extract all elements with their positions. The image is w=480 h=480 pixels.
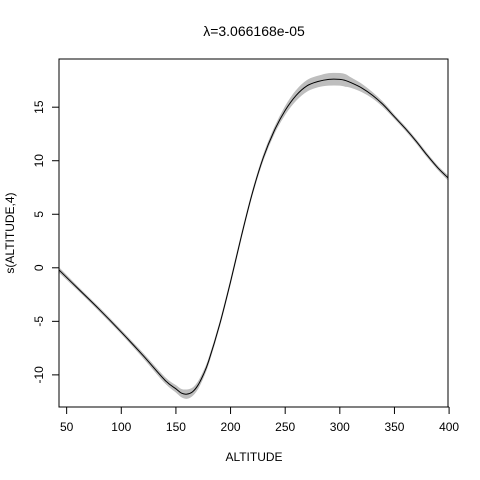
x-tick-label: 250 xyxy=(275,420,295,434)
x-tick-label: 100 xyxy=(111,420,131,434)
y-tick-label: 0 xyxy=(32,264,46,271)
x-tick-label: 150 xyxy=(166,420,186,434)
y-tick-label: -5 xyxy=(32,316,46,327)
fitted-line-layer xyxy=(58,78,449,395)
y-tick-label: -10 xyxy=(32,366,46,384)
y-tick-label: 10 xyxy=(32,154,46,168)
chart-title: λ=3.066168e-05 xyxy=(203,23,305,39)
fitted-line-0 xyxy=(58,78,449,395)
confidence-band-0 xyxy=(58,72,449,399)
x-tick-label: 350 xyxy=(384,420,404,434)
y-axis-label: s(ALTITUDE,4) xyxy=(3,192,17,273)
y-tick-label: 5 xyxy=(32,211,46,218)
confidence-band-layer xyxy=(58,72,449,399)
x-tick-label: 200 xyxy=(221,420,241,434)
x-tick-label: 300 xyxy=(330,420,350,434)
y-tick-label: 15 xyxy=(32,100,46,114)
x-axis-label: ALTITUDE xyxy=(225,450,282,464)
x-axis: 50 100 150 200 250 300 350 400 xyxy=(60,406,459,434)
x-tick-label: 400 xyxy=(439,420,459,434)
x-tick-label: 50 xyxy=(60,420,74,434)
y-axis: -10 -5 0 5 10 15 xyxy=(32,100,60,384)
